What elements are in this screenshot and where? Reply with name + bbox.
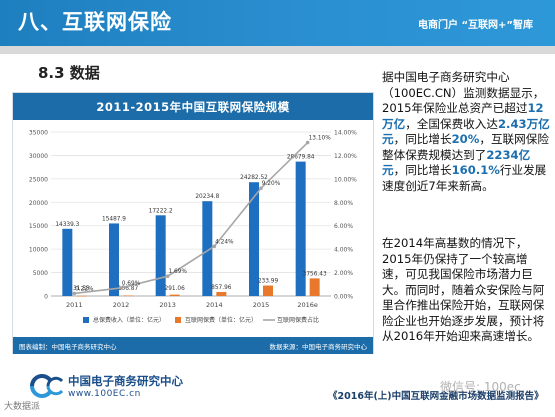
bar-internet-premium (263, 285, 273, 296)
highlight-figure: 160.1% (451, 163, 500, 177)
watermark-left: 大数据派 (4, 402, 41, 412)
paragraph-text: ，同比增长 (393, 163, 452, 177)
x-tick-label: 2016e (297, 301, 318, 309)
share-label: 0.69% (122, 281, 141, 287)
share-point (165, 274, 170, 279)
x-tick-label: 2014 (206, 301, 223, 309)
bar-internet-premium (309, 278, 320, 296)
x-tick-label: 2013 (159, 301, 176, 309)
share-label: 1.69% (168, 269, 187, 275)
chart-panel: 2011-2015年中国互联网保险规模 0 5000 10000 15000 20000… (12, 92, 374, 354)
legend-swatch (175, 317, 181, 323)
paragraph-text: 行业发展速度创近7年来新高。 (382, 163, 547, 193)
y-right-tick-label: 0.00% (334, 294, 353, 301)
data-label: 14339.3 (55, 222, 79, 228)
y-right-tick-label: 12.00% (334, 153, 357, 160)
chart-source-right: 数据来源：中国电子商务研究中心 (269, 343, 368, 351)
y-right-tick-label: 2.00% (334, 270, 353, 277)
chart-source-bar: 图表编制：中国电子商务研究中心 数据来源：中国电子商务研究中心 (13, 337, 373, 354)
bar-internet-premium (169, 294, 180, 296)
y-left-tick-label: 10000 (29, 247, 48, 254)
data-label: 28679.84 (287, 155, 315, 161)
share-line (74, 141, 309, 295)
bar-total-premium (295, 161, 306, 296)
y-left-tick-label: 5000 (33, 270, 48, 277)
y-left-tick-label: 25000 (29, 176, 48, 183)
y-left-tick-label: 0 (44, 294, 48, 301)
bar-internet-premium (216, 291, 227, 296)
y-left-tick-label: 30000 (29, 153, 48, 160)
data-label: 31.55 (73, 286, 90, 292)
y-left-tick-label: 20000 (29, 200, 48, 207)
share-label: 9.20% (262, 181, 281, 187)
x-tick-label: 2011 (66, 301, 83, 309)
body-paragraph-2: 在2014年高基数的情况下，2015年仍保持了一个较高增速，可见我国保险市场潜力… (382, 236, 550, 345)
highlight-figure: 2.43万亿元 (382, 116, 550, 147)
legend-label: 互联网保费占比 (277, 316, 319, 324)
section-title: 8.3 数据 (38, 64, 100, 82)
bar-internet-premium (76, 295, 87, 297)
bar-total-premium (202, 201, 213, 296)
chart-title-bar: 2011-2015年中国互联网保险规模 (13, 93, 373, 120)
share-label: 13.10% (309, 136, 332, 142)
share-point (72, 291, 77, 296)
legend-swatch (83, 317, 89, 323)
data-label: 106.87 (118, 286, 139, 292)
header-divider (0, 46, 555, 54)
paragraph-text: ，同比增长 (393, 132, 452, 146)
share-point (259, 186, 263, 191)
legend-label: 总保费收入（单位：亿元） (93, 316, 165, 324)
y-right-tick-label: 10.00% (334, 176, 357, 183)
highlight-figure: 20% (451, 132, 480, 146)
org-name: 中国电子商务研究中心 (68, 374, 183, 388)
share-point (119, 286, 123, 290)
y-right-tick-label: 4.00% (334, 247, 353, 254)
y-left-tick-label: 35000 (29, 130, 48, 137)
ec-logo-icon (30, 374, 64, 398)
data-label: 24282.52 (240, 175, 268, 181)
paragraph-text: 据中国电子商务研究中心（100EC.CN）监测数据显示，2015年保险业总资产已… (382, 70, 545, 115)
bar-total-premium (155, 215, 166, 296)
share-point (212, 244, 217, 249)
paragraph-text: ，互联网保险整体保费规模达到了 (382, 132, 549, 162)
y-left-tick-label: 15000 (29, 223, 48, 230)
data-label: 17222.2 (149, 208, 173, 214)
bar-total-premium (62, 228, 73, 296)
highlight-figure: 2234亿元 (382, 147, 531, 178)
share-label: 4.24% (215, 239, 234, 245)
chart-title: 2011-2015年中国互联网保险规模 (96, 100, 290, 114)
data-label: 15487.9 (102, 216, 126, 222)
data-label: 20234.8 (195, 194, 219, 200)
data-label: 233.99 (258, 279, 279, 285)
data-label: 3756.43 (303, 271, 327, 277)
watermark-right: 微信号: 100ec (440, 380, 521, 394)
body-paragraph-1: 据中国电子商务研究中心（100EC.CN）监测数据显示，2015年保险业总资产已… (382, 70, 550, 194)
y-right-tick-label: 8.00% (334, 200, 353, 207)
x-tick-label: 2015 (253, 301, 270, 309)
bar-total-premium (109, 223, 119, 296)
y-right-tick-label: 6.00% (334, 223, 353, 230)
bar-internet-premium (123, 295, 133, 297)
data-label: 291.06 (165, 286, 186, 292)
y-right-tick-label: 14.00% (334, 130, 357, 137)
x-tick-label: 2012 (113, 301, 130, 309)
slide-header: 八、互联网保险 电商门户 “互联网+”智库 (0, 0, 555, 46)
header-slogan: 电商门户 “互联网+”智库 (417, 20, 533, 31)
share-label: 0.22% (75, 286, 94, 292)
paragraph-text: ，全国保费收入达 (405, 116, 498, 131)
report-title: 《2016年(上)中国互联网金融市场数据监测报告》 (328, 391, 544, 402)
paragraph-text: 在2014年高基数的情况下，2015年仍保持了一个较高增速，可见我国保险市场潜力… (382, 236, 545, 343)
chart-plot: 0 5000 10000 15000 20000 25000 30000 35000 0.00%… (29, 130, 357, 325)
slide-title: 八、互联网保险 (18, 10, 172, 34)
bar-total-premium (249, 182, 259, 296)
legend-label: 互联网保费（单位：亿元） (185, 316, 257, 324)
data-label: 857.96 (211, 285, 232, 291)
highlight-figure: 12万亿 (382, 101, 544, 131)
org-url: www.100EC.cn (68, 389, 141, 399)
chart-source-left: 图表编制：中国电子商务研究中心 (19, 343, 117, 351)
share-point (305, 140, 310, 145)
